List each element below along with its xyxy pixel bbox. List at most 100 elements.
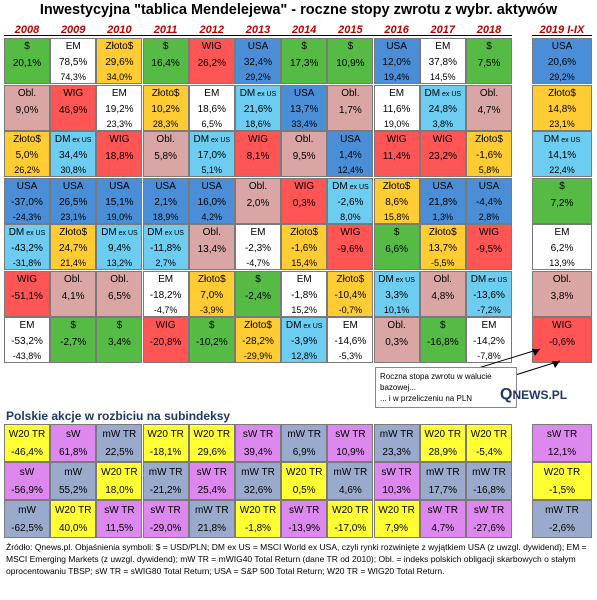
return-pln: 14,5%: [430, 72, 456, 82]
return-pln: 19,4%: [383, 72, 410, 82]
return-base: 6,2%: [550, 243, 574, 254]
return-base: 26,5%: [59, 196, 88, 208]
asset-cell-dmexus: DM ex US 34,4% 30,8%: [50, 131, 97, 177]
asset-cell-usd: $17,3%: [281, 38, 328, 84]
asset-cell-zloto: Złoto$ -1,6% 5,8%: [466, 131, 512, 177]
subindex-label: W20 TR: [332, 505, 369, 516]
return-base: 7,0%: [200, 289, 224, 301]
subindex-label: sW TR: [242, 429, 274, 440]
return-base: -1,6%: [475, 150, 503, 161]
return-pln: 2,7%: [155, 258, 176, 268]
asset-cell-wig: WIG -9,6%: [327, 224, 374, 270]
return-pln: 26,2%: [14, 165, 40, 175]
subindex-label: W20 TR: [378, 505, 415, 516]
return-pln: -31,8%: [12, 258, 42, 268]
subindex-cell-sw: sW TR 4,7%: [419, 500, 466, 538]
asset-cell-usd: $7,5%: [466, 38, 512, 84]
return-pln: -7,8%: [477, 351, 501, 361]
asset-label: Złoto$: [475, 134, 503, 145]
asset-label: Złoto$: [244, 320, 272, 331]
asset-label: Obl.: [387, 320, 406, 331]
subindex-cell-w20: W20 TR 29,6%: [188, 424, 235, 462]
asset-label: DM ex US: [424, 87, 462, 99]
subindex-cell-mw: mW TR 6,9%: [281, 424, 328, 462]
asset-label: EM: [435, 41, 451, 52]
return-base: -0,6%: [548, 337, 576, 348]
asset-cell-obl: Obl. 4,1%: [50, 270, 97, 317]
return-base: -1,6%: [291, 243, 318, 254]
asset-label: EM: [158, 273, 174, 285]
subindex-label: W20 TR: [54, 505, 92, 516]
return-base: 24,7%: [59, 243, 88, 254]
subindex-label: mW TR: [148, 467, 183, 478]
subindex-return: 25,4%: [197, 485, 226, 496]
asset-label: USA: [432, 180, 454, 192]
subindex-cell-sw: sW TR -29,0%: [142, 500, 189, 538]
asset-cell-dmexus: DM ex US 17,0% 5,1%: [188, 131, 235, 177]
asset-cell-usa: USA 12,0% 19,4%: [373, 38, 420, 84]
asset-label: $: [209, 320, 215, 331]
return-base: 18,6%: [197, 103, 226, 115]
return-pln: 12,8%: [291, 351, 317, 361]
return-pln: 3,8%: [432, 118, 454, 129]
subindex-return: 21,8%: [197, 523, 226, 534]
subindex-cell-w20: W20 TR 7,9%: [373, 500, 420, 538]
subindex-return: -1,8%: [244, 523, 272, 534]
return-pln: 23,3%: [106, 118, 133, 129]
asset-label: WIG: [63, 87, 84, 99]
asset-cell-dmexus: DM ex US -43,2% -31,8%: [4, 224, 50, 270]
asset-label: USA: [201, 180, 223, 192]
subindex-return: 18,0%: [105, 485, 134, 496]
asset-cell-dmexus: DM ex US 21,6% 18,6%: [235, 84, 281, 131]
asset-cell-em: EM -53,2% -43,8%: [4, 317, 50, 363]
year-label: 2016: [384, 24, 409, 36]
return-base: -10,4%: [334, 289, 367, 301]
asset-cell-wig: WIG 8,1%: [235, 131, 281, 177]
return-base: 20,1%: [12, 58, 42, 69]
return-base: 21,8%: [428, 196, 457, 208]
asset-cell-zloto: Złoto$ 10,2% 28,3%: [142, 84, 189, 131]
return-pln: -7,2%: [477, 304, 501, 315]
asset-cell-usa: USA 15,1% 19,0%: [96, 177, 143, 224]
subindex-label: mW TR: [333, 467, 368, 478]
asset-cell-obl: Obl. 4,8%: [419, 270, 466, 317]
yrline-2019: [532, 35, 592, 36]
return-base: 0,3%: [385, 337, 408, 348]
asset-cell-wig: WIG 46,9%: [50, 84, 97, 131]
asset-cell-wig: WIG 23,2%: [419, 131, 466, 177]
return-base: 37,8%: [428, 57, 457, 68]
subindex-label: W20 TR: [147, 429, 184, 440]
subindex-cell-mw: mW TR -2,6%: [532, 500, 592, 538]
asset-label: WIG: [294, 180, 315, 192]
asset-cell-zloto: Złoto$ 13,7% -5,5%: [419, 224, 466, 270]
return-base: -2,7%: [60, 337, 87, 348]
asset-cell-usa: USA 1,4% 12,4%: [327, 131, 374, 177]
return-pln: 5,8%: [478, 165, 500, 175]
subindex-return: -62,5%: [11, 523, 43, 534]
subindex-cell-sw: sW 61,8%: [50, 424, 97, 462]
return-base: 15,1%: [105, 196, 134, 208]
subindex-return: -46,4%: [11, 447, 43, 458]
asset-label: Obl.: [202, 227, 221, 238]
asset-label: Obl.: [17, 87, 37, 99]
subindex-return: 55,2%: [59, 485, 88, 496]
subindex-label: mW: [18, 505, 36, 516]
asset-label: Obl.: [248, 180, 268, 192]
yrline-main: [4, 35, 512, 36]
subindex-return: -29,0%: [149, 523, 182, 534]
subindex-label: sW TR: [196, 467, 227, 478]
return-base: 20,6%: [547, 57, 577, 68]
year-label: 2019 I-IX: [539, 24, 585, 36]
return-base: 11,6%: [382, 103, 411, 115]
subindex-label: mW TR: [287, 429, 322, 440]
subindex-return: 23,3%: [382, 447, 411, 458]
asset-label: USA: [62, 180, 84, 192]
subindex-return: -13,9%: [288, 523, 321, 534]
year-label: 2018: [476, 24, 502, 36]
year-label: 2009: [60, 24, 86, 36]
asset-label: DM ex US: [8, 227, 46, 238]
return-base: -2,3%: [244, 243, 272, 254]
return-base: 4,1%: [61, 290, 85, 302]
asset-label: DM ex US: [285, 320, 323, 331]
asset-label: DM ex US: [54, 134, 92, 145]
